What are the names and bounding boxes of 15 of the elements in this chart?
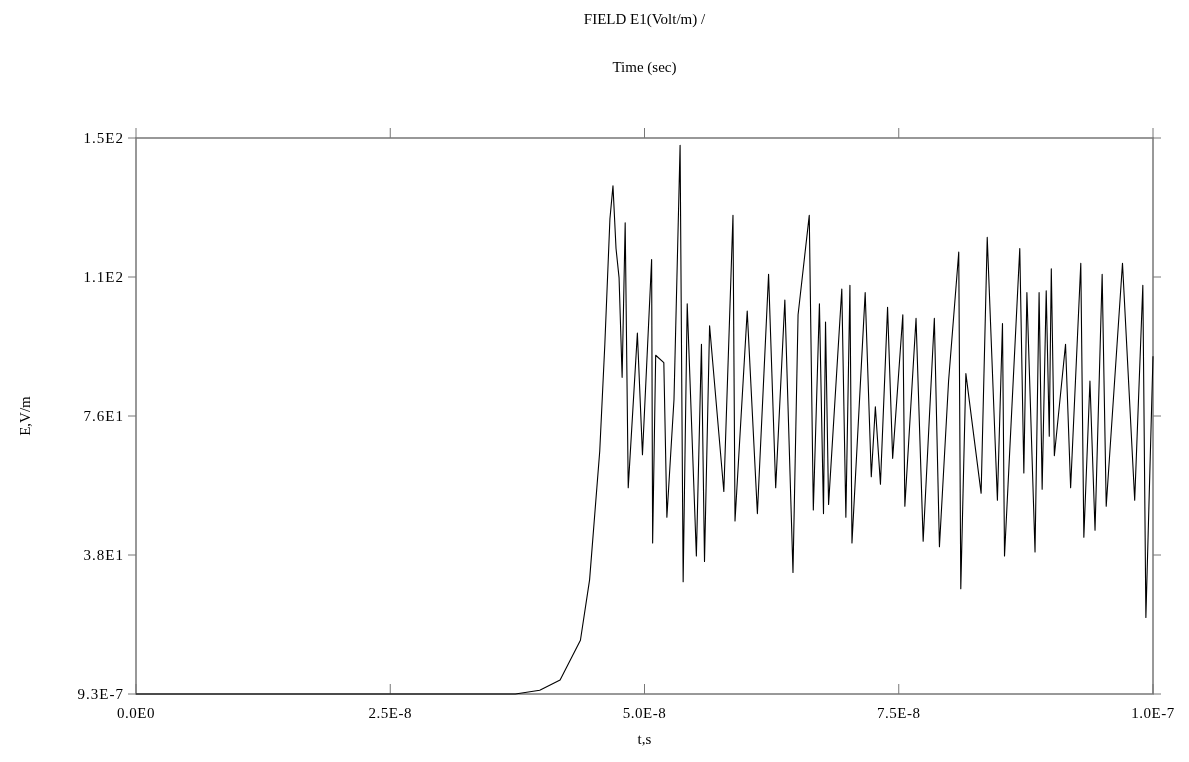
chart-title: FIELD E1(Volt/m) / xyxy=(583,11,707,28)
x-tick-label: 7.5E-8 xyxy=(877,705,921,721)
x-axis-title: t,s xyxy=(637,731,652,747)
chart-subtitle: Time (sec) xyxy=(612,59,677,76)
x-tick-label: 2.5E-8 xyxy=(368,705,412,721)
y-axis-title: E,V/m xyxy=(17,395,33,436)
y-tick-label: 9.3E-7 xyxy=(77,686,124,702)
x-tick-label: 5.0E-8 xyxy=(622,705,667,721)
y-tick-label: 1.1E2 xyxy=(83,269,124,285)
x-tick-label: 0.0E0 xyxy=(117,705,155,721)
line-series xyxy=(135,144,1154,695)
x-tick-label: 1.0E-7 xyxy=(1131,705,1175,721)
y-tick-label: 3.8E1 xyxy=(83,547,124,563)
y-tick-label: 1.5E2 xyxy=(83,130,124,146)
y-tick-label: 7.6E1 xyxy=(83,408,124,424)
